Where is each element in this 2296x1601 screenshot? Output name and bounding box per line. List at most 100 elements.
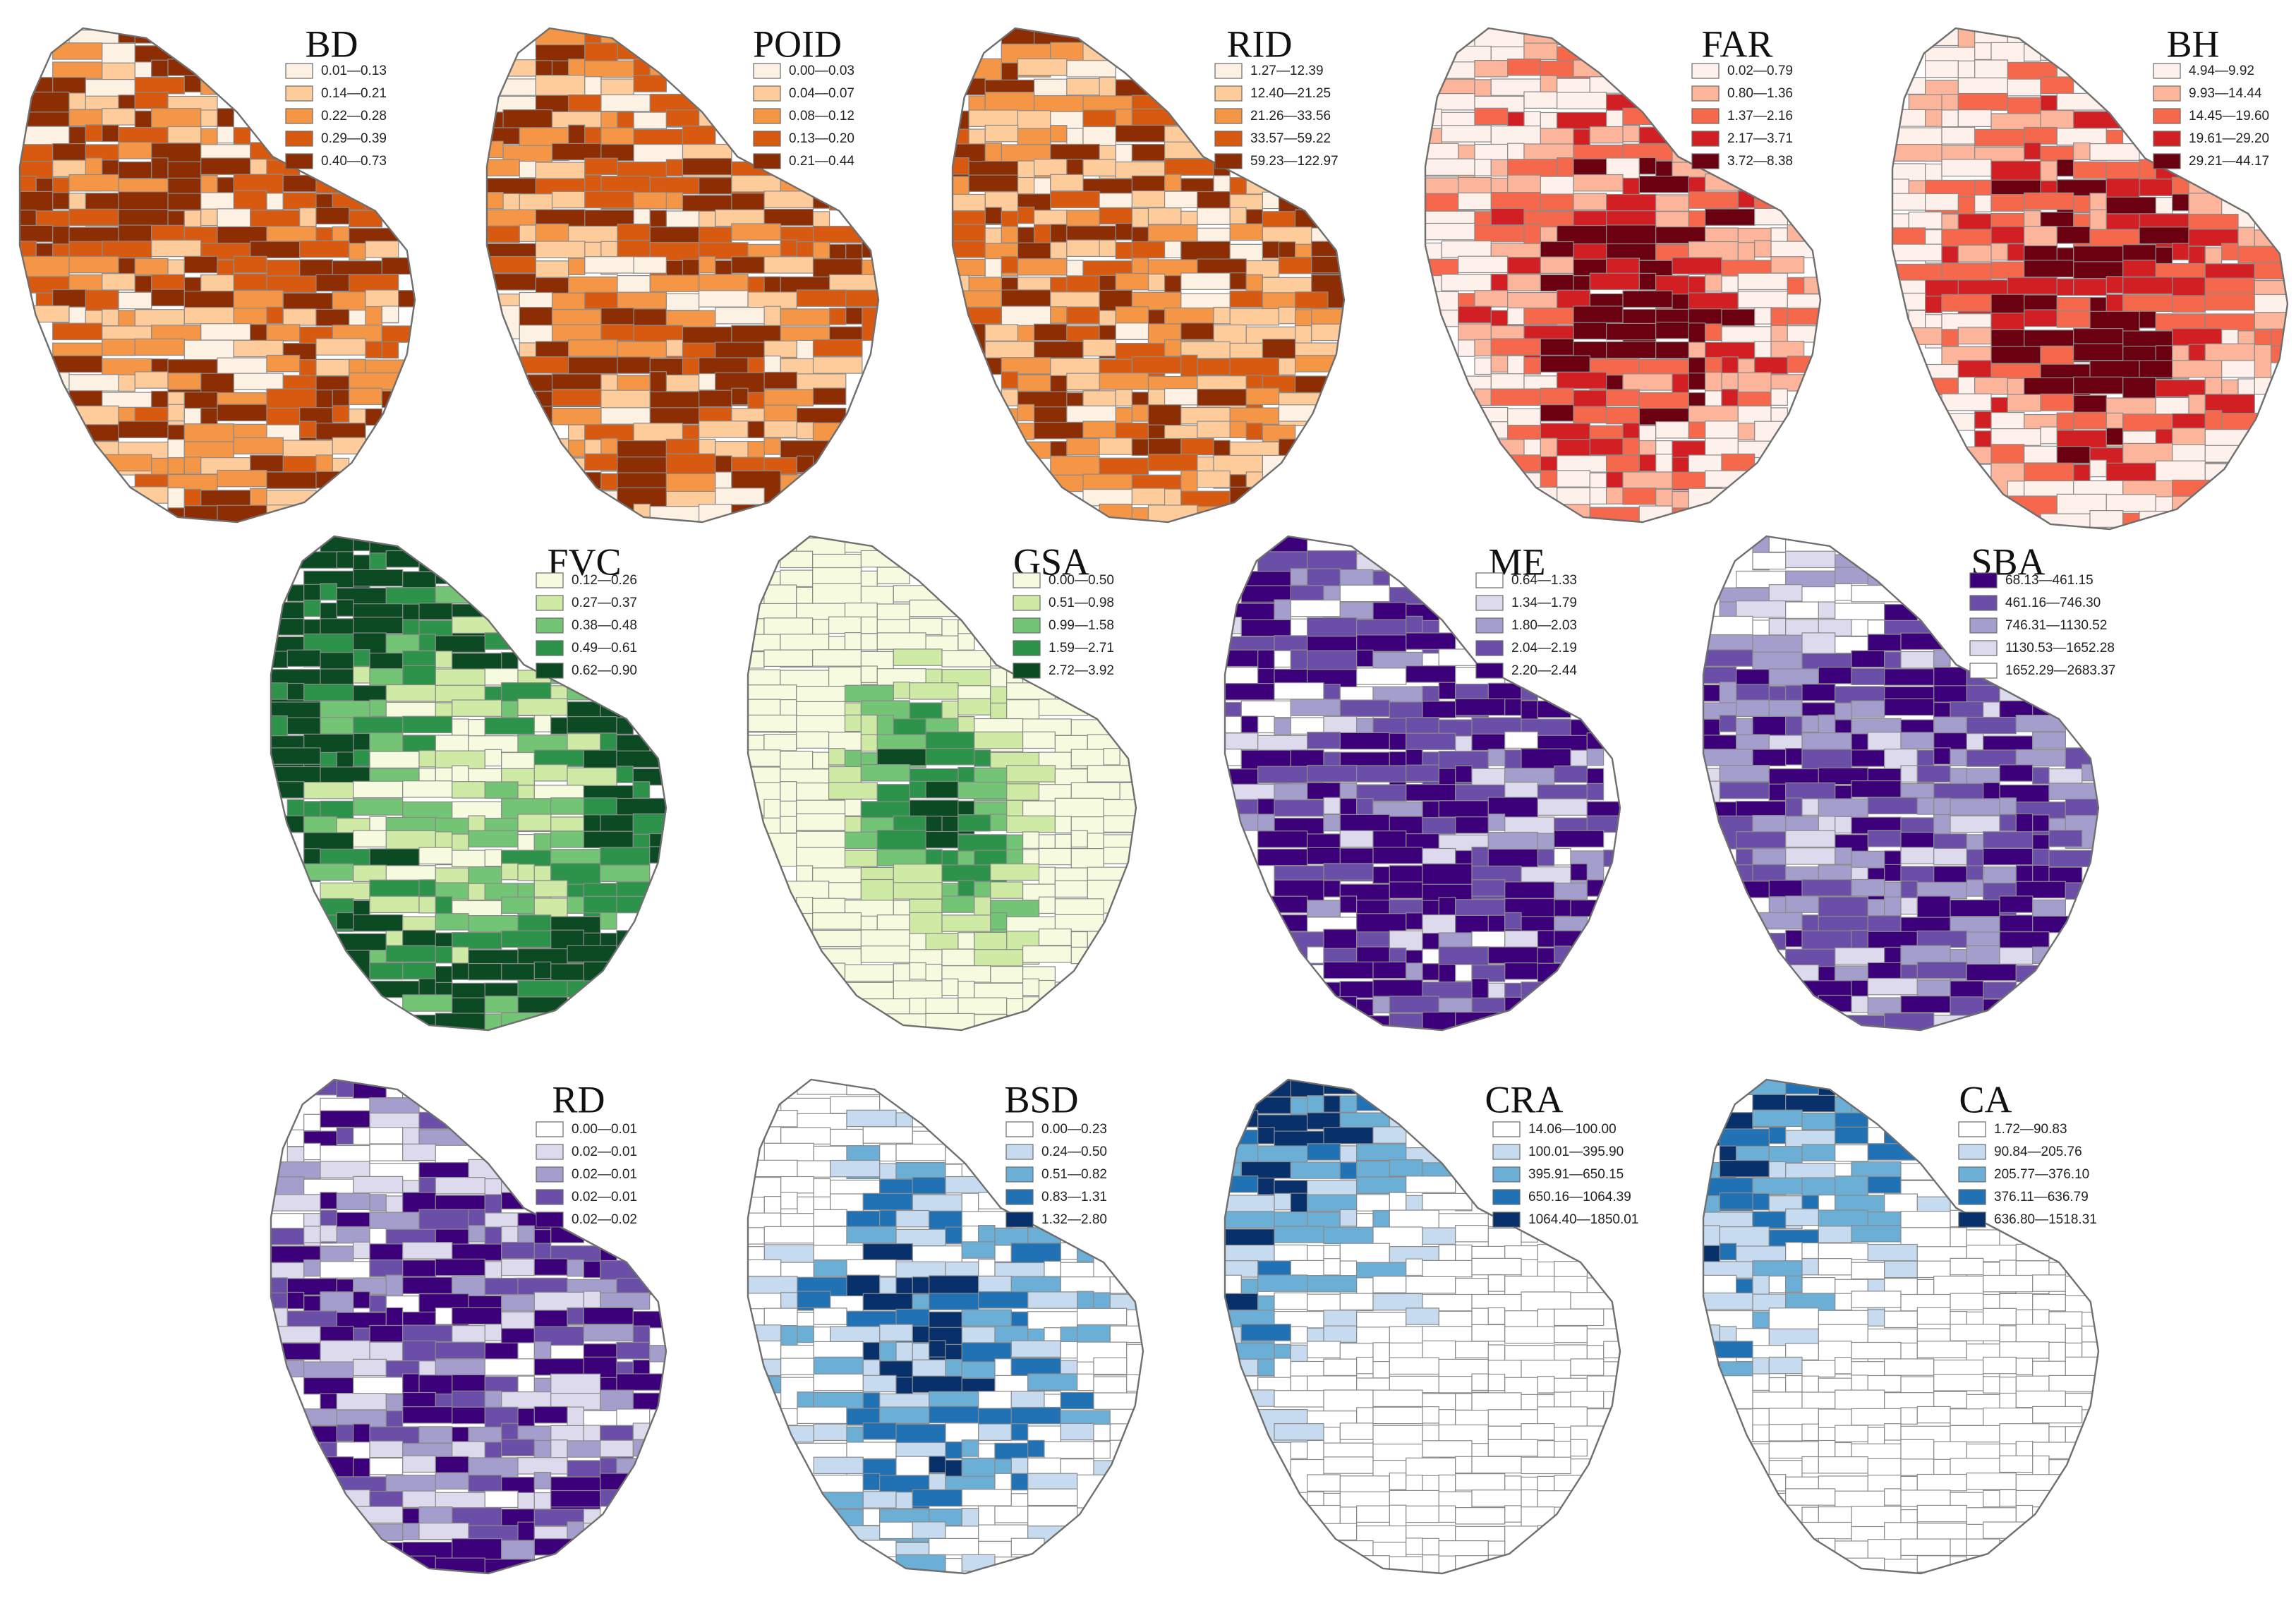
map-block	[1356, 634, 1407, 652]
map-block	[1115, 241, 1133, 260]
map-block	[584, 126, 602, 145]
map-block	[567, 682, 601, 701]
map-block	[1257, 1145, 1308, 1163]
map-block	[167, 193, 202, 211]
map-block	[1093, 1423, 1111, 1442]
map-block	[1164, 174, 1182, 192]
map-block	[583, 1425, 601, 1442]
map-block	[994, 1557, 1029, 1573]
map-block	[1884, 1260, 1918, 1279]
map-block	[2221, 412, 2272, 430]
map-block	[968, 109, 1019, 128]
map-block	[1406, 764, 1439, 783]
map-block	[1422, 800, 1439, 818]
map-block	[1818, 1209, 1868, 1227]
map-block	[1131, 404, 1149, 422]
map-block	[1504, 881, 1555, 899]
map-block	[533, 1258, 568, 1276]
map-block	[1060, 1262, 1094, 1280]
map-block	[1554, 1391, 1571, 1409]
map-block	[118, 209, 169, 226]
map-block	[957, 698, 991, 715]
map-block	[1950, 1408, 1984, 1426]
map-block	[1557, 92, 1607, 109]
map-block	[435, 1341, 485, 1360]
map-block	[1818, 1506, 1852, 1524]
map-block	[957, 880, 975, 898]
map-block	[862, 1458, 897, 1476]
map-block	[2024, 126, 2058, 145]
map-block	[1389, 1490, 1439, 1508]
map-block	[1487, 1274, 1506, 1292]
map-block	[1957, 60, 1976, 78]
map-title-rd: RD	[552, 1078, 605, 1120]
map-block	[990, 814, 1008, 831]
map-block	[1983, 1376, 2000, 1394]
map-block	[1027, 1291, 1078, 1309]
map-block	[1999, 1377, 2017, 1394]
map-block	[2105, 213, 2140, 231]
map-block	[945, 1441, 962, 1459]
map-block	[2204, 247, 2223, 265]
legend-swatch	[285, 153, 313, 169]
map-block	[1406, 717, 1439, 735]
map-block	[303, 1295, 321, 1313]
map-block	[1147, 273, 1166, 291]
map-block	[600, 78, 634, 96]
map-block	[763, 437, 781, 455]
map-block	[1703, 634, 1753, 652]
map-block	[200, 157, 251, 175]
map-block	[1070, 830, 1088, 847]
map-block	[1504, 698, 1522, 716]
map-block	[1801, 1360, 1836, 1378]
map-block	[1933, 1374, 1984, 1391]
map-block	[1006, 783, 1040, 801]
map-block	[957, 633, 975, 651]
legend-label: 14.45—19.60	[2189, 109, 2269, 123]
map-block	[862, 1422, 897, 1440]
map-block	[1066, 239, 1100, 258]
map-block	[286, 682, 305, 701]
map-block	[349, 387, 383, 405]
map-block	[102, 159, 119, 177]
map-block	[1131, 175, 1166, 193]
map-block	[1099, 239, 1116, 258]
map-block	[501, 1258, 536, 1276]
map-block	[533, 1243, 552, 1260]
map-block	[1294, 355, 1344, 373]
map-block	[1006, 1015, 1024, 1030]
map-block	[665, 293, 700, 311]
map-block	[1925, 163, 1942, 181]
map-block	[1573, 174, 1624, 192]
map-block	[2032, 731, 2066, 749]
map-block	[1966, 1473, 2017, 1490]
map-block	[1290, 1360, 1324, 1379]
map-block	[1999, 814, 2017, 832]
map-block	[945, 1343, 962, 1362]
map-block	[1916, 1307, 1951, 1325]
map-block	[336, 1127, 354, 1145]
map-block	[1606, 454, 1640, 473]
map-block	[484, 1442, 502, 1459]
legend-swatch	[1214, 131, 1243, 147]
map-block	[320, 1161, 370, 1178]
map-block	[2056, 446, 2091, 464]
map-block	[957, 834, 1008, 852]
map-block	[1688, 210, 1706, 228]
map-block	[1474, 224, 1525, 243]
map-block	[845, 307, 863, 325]
map-block	[217, 404, 267, 422]
legend-label: 1.80—2.03	[1511, 618, 1577, 633]
map-block	[748, 669, 781, 687]
map-block	[303, 781, 354, 799]
map-block	[879, 1406, 930, 1424]
map-block	[452, 718, 469, 736]
map-block	[1180, 272, 1231, 290]
map-block	[1458, 339, 1475, 357]
legend-swatch	[1958, 1144, 1986, 1160]
map-block	[796, 912, 814, 931]
legend-swatch	[536, 617, 564, 634]
map-block	[349, 310, 366, 327]
map-block	[1006, 765, 1056, 783]
map-block	[1570, 1358, 1605, 1376]
